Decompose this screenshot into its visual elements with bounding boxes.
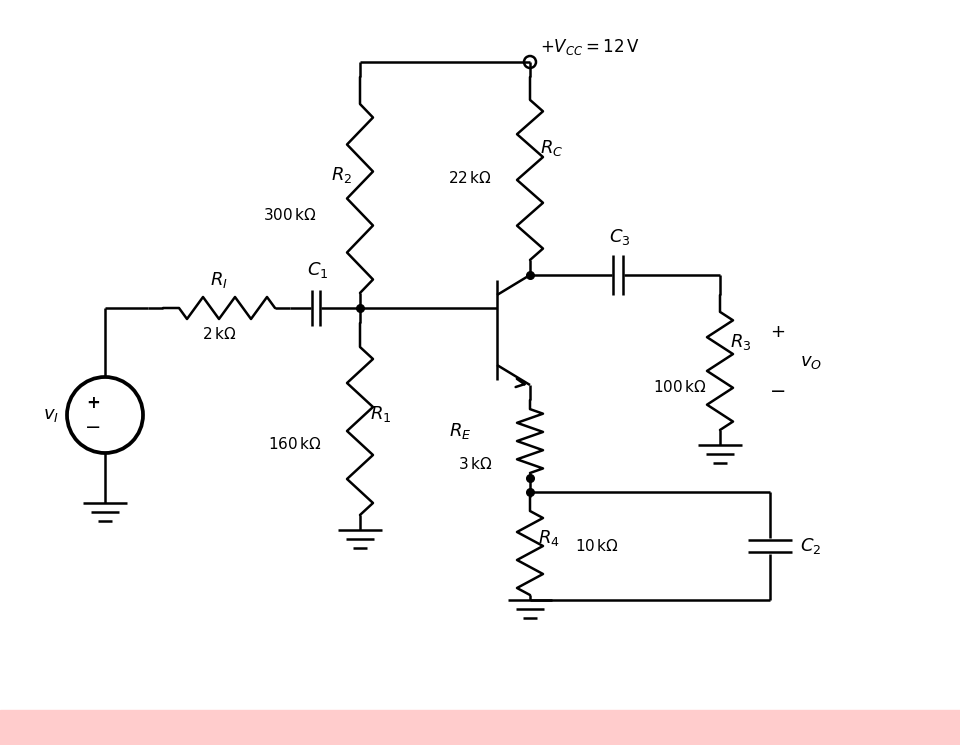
Text: $2\,\mathrm{k\Omega}$: $2\,\mathrm{k\Omega}$ (202, 326, 236, 342)
Text: $v_I$: $v_I$ (43, 406, 59, 424)
Text: $R_1$: $R_1$ (370, 404, 392, 424)
Text: $C_3$: $C_3$ (610, 227, 631, 247)
Text: $100\,\mathrm{k\Omega}$: $100\,\mathrm{k\Omega}$ (653, 379, 707, 395)
Text: $300\,\mathrm{k\Omega}$: $300\,\mathrm{k\Omega}$ (263, 207, 317, 223)
Text: $R_E$: $R_E$ (448, 421, 471, 441)
Text: $10\,\mathrm{k\Omega}$: $10\,\mathrm{k\Omega}$ (575, 538, 619, 554)
Text: $160\,\mathrm{k\Omega}$: $160\,\mathrm{k\Omega}$ (268, 436, 322, 452)
Text: $R_I$: $R_I$ (210, 270, 228, 290)
Text: $22\,\mathrm{k\Omega}$: $22\,\mathrm{k\Omega}$ (448, 170, 492, 186)
Text: $v_O$: $v_O$ (800, 353, 822, 371)
Text: $C_1$: $C_1$ (307, 260, 328, 280)
Bar (0, 710, 960, 745)
Text: $C_2$: $C_2$ (800, 536, 822, 556)
Text: +: + (771, 323, 785, 341)
Text: −: − (770, 382, 786, 402)
Text: +: + (86, 394, 100, 412)
Text: $R_2$: $R_2$ (331, 165, 352, 185)
Text: $3\,\mathrm{k\Omega}$: $3\,\mathrm{k\Omega}$ (458, 456, 492, 472)
Text: $+V_{CC} = 12\,\mathrm{V}$: $+V_{CC} = 12\,\mathrm{V}$ (540, 37, 639, 57)
Text: $R_4$: $R_4$ (538, 528, 560, 548)
Text: $R_3$: $R_3$ (730, 332, 752, 352)
Text: $R_C$: $R_C$ (540, 138, 564, 158)
Text: −: − (84, 417, 101, 437)
